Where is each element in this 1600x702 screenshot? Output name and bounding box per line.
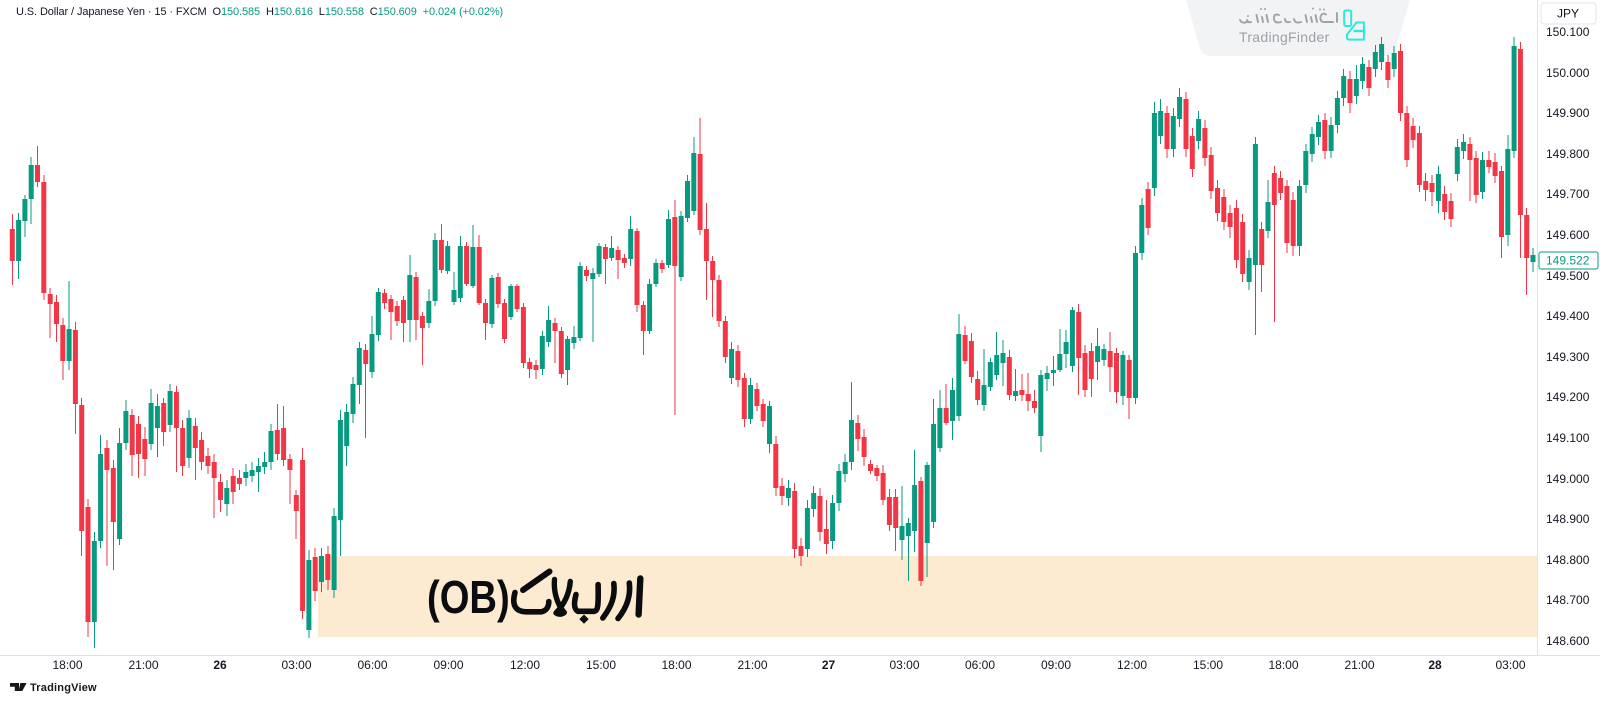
svg-text:18:00: 18:00 [1268, 658, 1298, 672]
svg-text:21:00: 21:00 [737, 658, 767, 672]
svg-text:JPY: JPY [1557, 7, 1579, 21]
svg-text:21:00: 21:00 [1344, 658, 1374, 672]
svg-text:149.500: 149.500 [1546, 269, 1590, 283]
svg-text:150.000: 150.000 [1546, 66, 1590, 80]
svg-text:27: 27 [822, 658, 836, 672]
svg-text:149.000: 149.000 [1546, 472, 1590, 486]
svg-text:12:00: 12:00 [1117, 658, 1147, 672]
svg-text:28: 28 [1428, 658, 1442, 672]
svg-text:18:00: 18:00 [52, 658, 82, 672]
svg-text:12:00: 12:00 [510, 658, 540, 672]
svg-text:149.400: 149.400 [1546, 309, 1590, 323]
svg-text:TradingFinder: TradingFinder [1239, 29, 1330, 45]
svg-text:15:00: 15:00 [1193, 658, 1223, 672]
svg-text:03:00: 03:00 [281, 658, 311, 672]
svg-text:26: 26 [213, 658, 227, 672]
svg-text:TradingView: TradingView [30, 682, 97, 694]
svg-text:06:00: 06:00 [357, 658, 387, 672]
svg-text:03:00: 03:00 [1495, 658, 1525, 672]
svg-text:(OB): (OB) [427, 572, 510, 623]
svg-text:148.700: 148.700 [1546, 593, 1590, 607]
svg-text:03:00: 03:00 [889, 658, 919, 672]
svg-text:149.600: 149.600 [1546, 228, 1590, 242]
svg-text:149.522: 149.522 [1546, 254, 1590, 268]
svg-text:15:00: 15:00 [586, 658, 616, 672]
svg-text:09:00: 09:00 [433, 658, 463, 672]
svg-text:149.900: 149.900 [1546, 106, 1590, 120]
svg-text:21:00: 21:00 [128, 658, 158, 672]
svg-text:149.300: 149.300 [1546, 350, 1590, 364]
svg-text:149.100: 149.100 [1546, 431, 1590, 445]
svg-text:06:00: 06:00 [965, 658, 995, 672]
svg-text:149.200: 149.200 [1546, 390, 1590, 404]
svg-text:148.800: 148.800 [1546, 553, 1590, 567]
svg-text:18:00: 18:00 [661, 658, 691, 672]
svg-text:148.900: 148.900 [1546, 512, 1590, 526]
svg-text:148.600: 148.600 [1546, 634, 1590, 648]
svg-text:150.100: 150.100 [1546, 25, 1590, 39]
svg-text:149.800: 149.800 [1546, 147, 1590, 161]
svg-text:149.700: 149.700 [1546, 187, 1590, 201]
svg-text:09:00: 09:00 [1041, 658, 1071, 672]
